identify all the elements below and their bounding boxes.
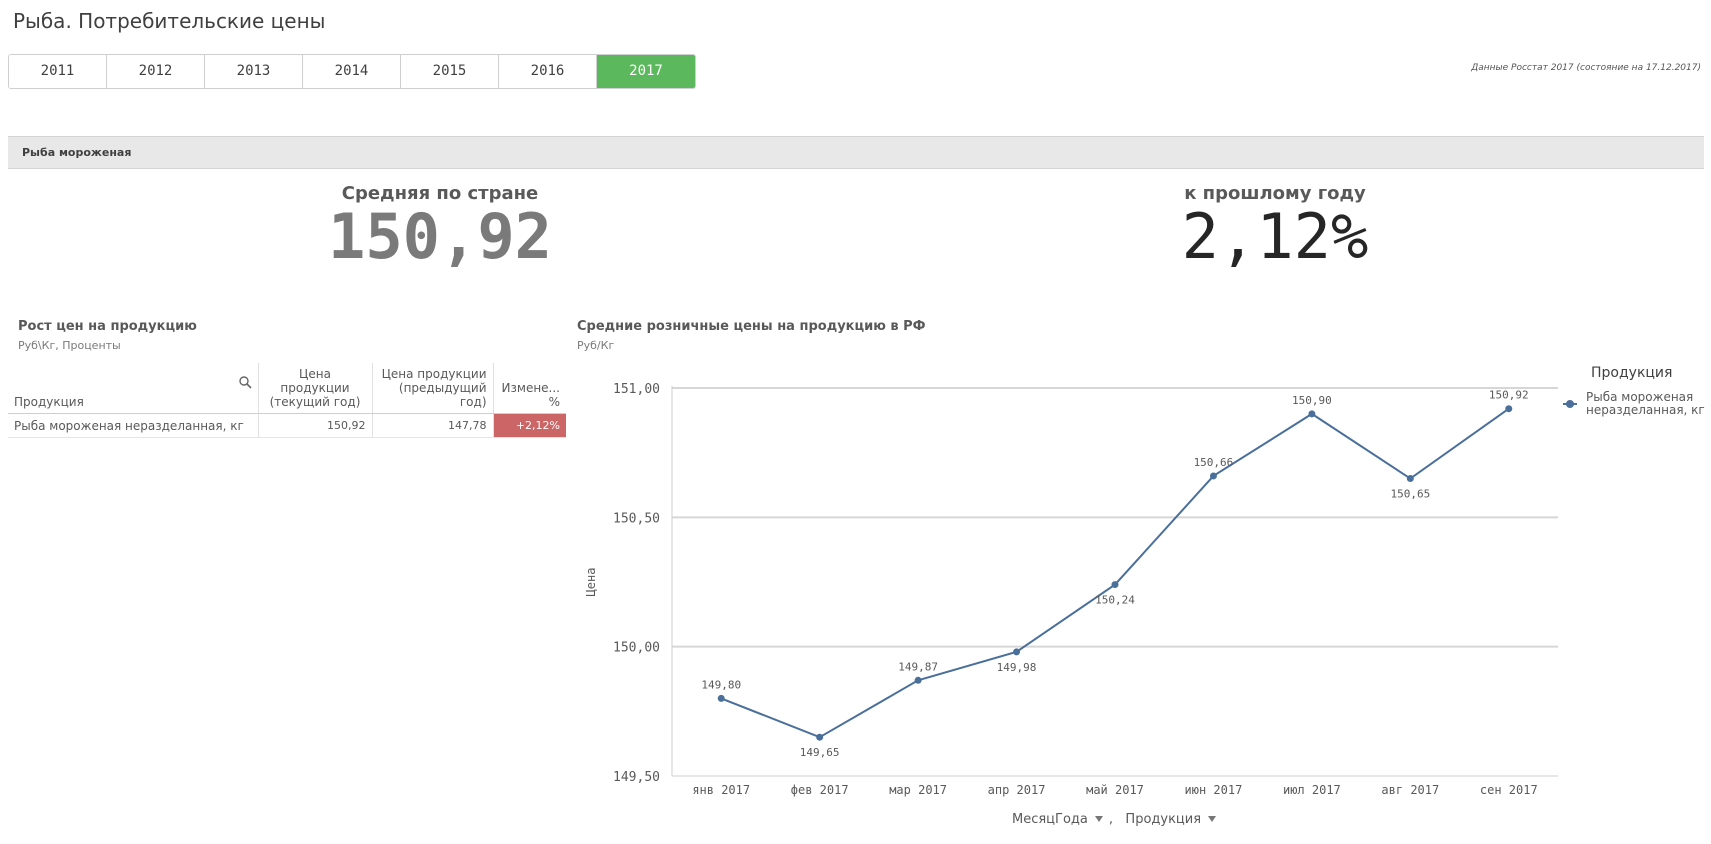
cell-product[interactable]: Рыба мороженая неразделанная, кг (8, 413, 259, 438)
column-header-previous-line3: год) (459, 395, 487, 409)
year-tab-2011[interactable]: 2011 (9, 55, 107, 88)
table-header-row: Продукция Цена продукции (текущий год) Ц… (8, 363, 566, 414)
year-tabs: 2011 2012 2013 2014 2015 2016 2017 (8, 54, 696, 89)
cell-current-price[interactable]: 150,92 (258, 413, 373, 438)
kpi-average[interactable]: Средняя по стране 150,92 (310, 183, 570, 270)
x-tick-label: апр 2017 (988, 783, 1046, 797)
data-label: 150,90 (1292, 394, 1332, 407)
search-icon[interactable] (238, 375, 252, 389)
x-tick-label: мар 2017 (889, 783, 947, 797)
data-label: 149,65 (800, 746, 840, 759)
series-line[interactable] (720, 407, 1510, 739)
data-point[interactable] (1406, 475, 1414, 483)
dimension-month-caret-icon[interactable] (1094, 816, 1103, 822)
source-note: Данные Росстат 2017 (состояние на 17.12.… (1471, 63, 1701, 73)
column-header-current-line1: Цена продукции (280, 367, 350, 395)
dimension-controls: МесяцГода, Продукция (1012, 812, 1222, 827)
data-point[interactable] (914, 676, 922, 684)
x-tick-label: фев 2017 (791, 783, 849, 797)
legend-item-label[interactable]: Рыба мороженая неразделанная, кг (1586, 390, 1705, 417)
data-label: 150,65 (1390, 488, 1430, 501)
column-header-product[interactable]: Продукция (8, 363, 259, 414)
data-point[interactable] (1505, 405, 1513, 413)
x-tick-label: июн 2017 (1185, 783, 1243, 797)
dimension-product-label[interactable]: Продукция (1125, 812, 1202, 827)
table-panel-title: Рост цен на продукцию (18, 319, 197, 334)
year-tab-2016[interactable]: 2016 (499, 55, 597, 88)
data-point[interactable] (717, 694, 725, 702)
column-header-current-price[interactable]: Цена продукции (текущий год) (258, 363, 373, 414)
chart-panel-subtitle: Руб/Кг (577, 339, 615, 352)
data-label: 149,98 (997, 661, 1037, 674)
y-axis-title: Цена (584, 568, 598, 597)
section-header: Рыба мороженая (8, 136, 1704, 169)
column-header-change[interactable]: Измене... % (493, 363, 566, 414)
price-growth-table: Продукция Цена продукции (текущий год) Ц… (8, 363, 566, 438)
data-label: 150,92 (1489, 389, 1529, 402)
kpi-change-label: к прошлому году (1184, 183, 1366, 204)
table-panel-subtitle: Руб\Кг, Проценты (18, 339, 121, 352)
cell-change[interactable]: +2,12% (493, 413, 566, 438)
kpi-change-value: 2,12% (1181, 200, 1369, 273)
column-header-current-line2: (текущий год) (269, 395, 361, 409)
table-row[interactable]: Рыба мороженая неразделанная, кг 150,92 … (8, 413, 566, 438)
x-tick-label: авг 2017 (1381, 783, 1439, 797)
kpi-average-value: 150,92 (328, 200, 552, 273)
x-tick-label: июл 2017 (1283, 783, 1341, 797)
column-header-change-line2: % (548, 395, 560, 409)
year-tab-2013[interactable]: 2013 (205, 55, 303, 88)
page-title: Рыба. Потребительские цены (13, 9, 326, 33)
kpi-average-label: Средняя по стране (341, 183, 539, 204)
dimension-separator: , (1108, 812, 1114, 827)
y-tick-label: 150,00 (613, 641, 660, 656)
dimension-month-label[interactable]: МесяцГода (1012, 812, 1088, 827)
kpi-change[interactable]: к прошлому году 2,12% (1175, 183, 1375, 270)
year-tab-2017[interactable]: 2017 (597, 55, 695, 88)
x-tick-label: янв 2017 (692, 783, 750, 797)
data-point[interactable] (1013, 648, 1021, 656)
year-tab-2015[interactable]: 2015 (401, 55, 499, 88)
column-header-change-line1: Измене... (501, 381, 560, 395)
year-tab-2014[interactable]: 2014 (303, 55, 401, 88)
x-tick-label: сен 2017 (1480, 783, 1538, 797)
data-point[interactable] (816, 733, 824, 741)
legend-swatch-dot (1566, 400, 1574, 408)
y-tick-label: 150,50 (613, 511, 660, 526)
y-tick-label: 151,00 (613, 382, 660, 397)
data-point[interactable] (1111, 581, 1119, 589)
data-label: 150,66 (1194, 456, 1234, 469)
dimension-product-caret-icon[interactable] (1208, 816, 1217, 822)
data-label: 149,80 (701, 678, 741, 691)
column-header-previous-line2: (предыдущий (398, 381, 487, 395)
x-tick-label: май 2017 (1086, 783, 1144, 797)
data-point[interactable] (1209, 472, 1217, 480)
cell-previous-price[interactable]: 147,78 (372, 413, 494, 438)
data-label: 149,87 (898, 660, 938, 673)
legend-title: Продукция (1591, 365, 1673, 381)
column-header-previous-price[interactable]: Цена продукции (предыдущий год) (372, 363, 494, 414)
y-tick-label: 149,50 (613, 770, 660, 785)
column-header-previous-line1: Цена продукции (381, 367, 487, 381)
column-header-product-label: Продукция (14, 395, 84, 409)
data-label: 150,24 (1095, 594, 1135, 607)
year-tab-2012[interactable]: 2012 (107, 55, 205, 88)
data-point[interactable] (1308, 410, 1316, 418)
section-label: Рыба мороженая (22, 146, 132, 159)
chart-panel-title: Средние розничные цены на продукцию в РФ (577, 319, 926, 334)
